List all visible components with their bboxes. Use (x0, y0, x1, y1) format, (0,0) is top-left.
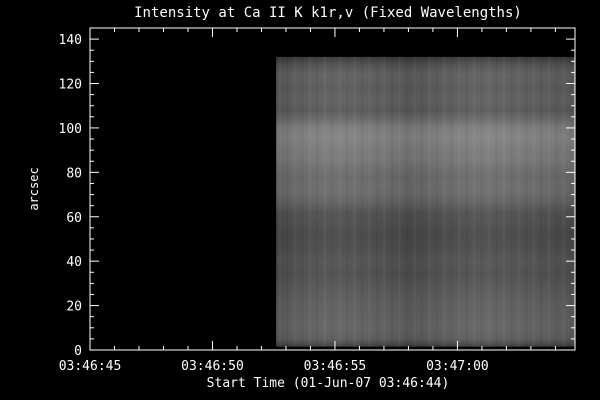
y-axis-label: arcsec (27, 167, 41, 210)
tick-marks (89, 28, 575, 351)
plot-frame (89, 27, 576, 351)
y-tick-label: 0 (74, 344, 82, 359)
x-tick-label: 03:46:55 (304, 359, 367, 374)
intensity-texture (276, 56, 575, 347)
y-tick-label: 20 (66, 300, 82, 315)
y-tick-labels: 0 20 40 60 80 100 120 140 (59, 33, 82, 359)
y-tick-label: 100 (59, 122, 82, 137)
y-tick-label: 60 (66, 211, 82, 226)
y-tick-label: 140 (59, 33, 82, 48)
x-tick-label: 03:46:45 (59, 359, 122, 374)
y-tick-label: 40 (66, 255, 82, 270)
y-tick-label: 80 (66, 166, 82, 181)
x-tick-label: 03:47:00 (426, 359, 489, 374)
y-tick-label: 120 (59, 78, 82, 93)
chart-title: Intensity at Ca II K k1r,v (Fixed Wavele… (134, 5, 522, 21)
x-tick-label: 03:46:50 (181, 359, 244, 374)
x-tick-labels: 03:46:45 03:46:50 03:46:55 03:47:00 (59, 359, 489, 374)
x-axis-label: Start Time (01-Jun-07 03:46:44) (207, 376, 450, 391)
intensity-image (276, 56, 575, 347)
